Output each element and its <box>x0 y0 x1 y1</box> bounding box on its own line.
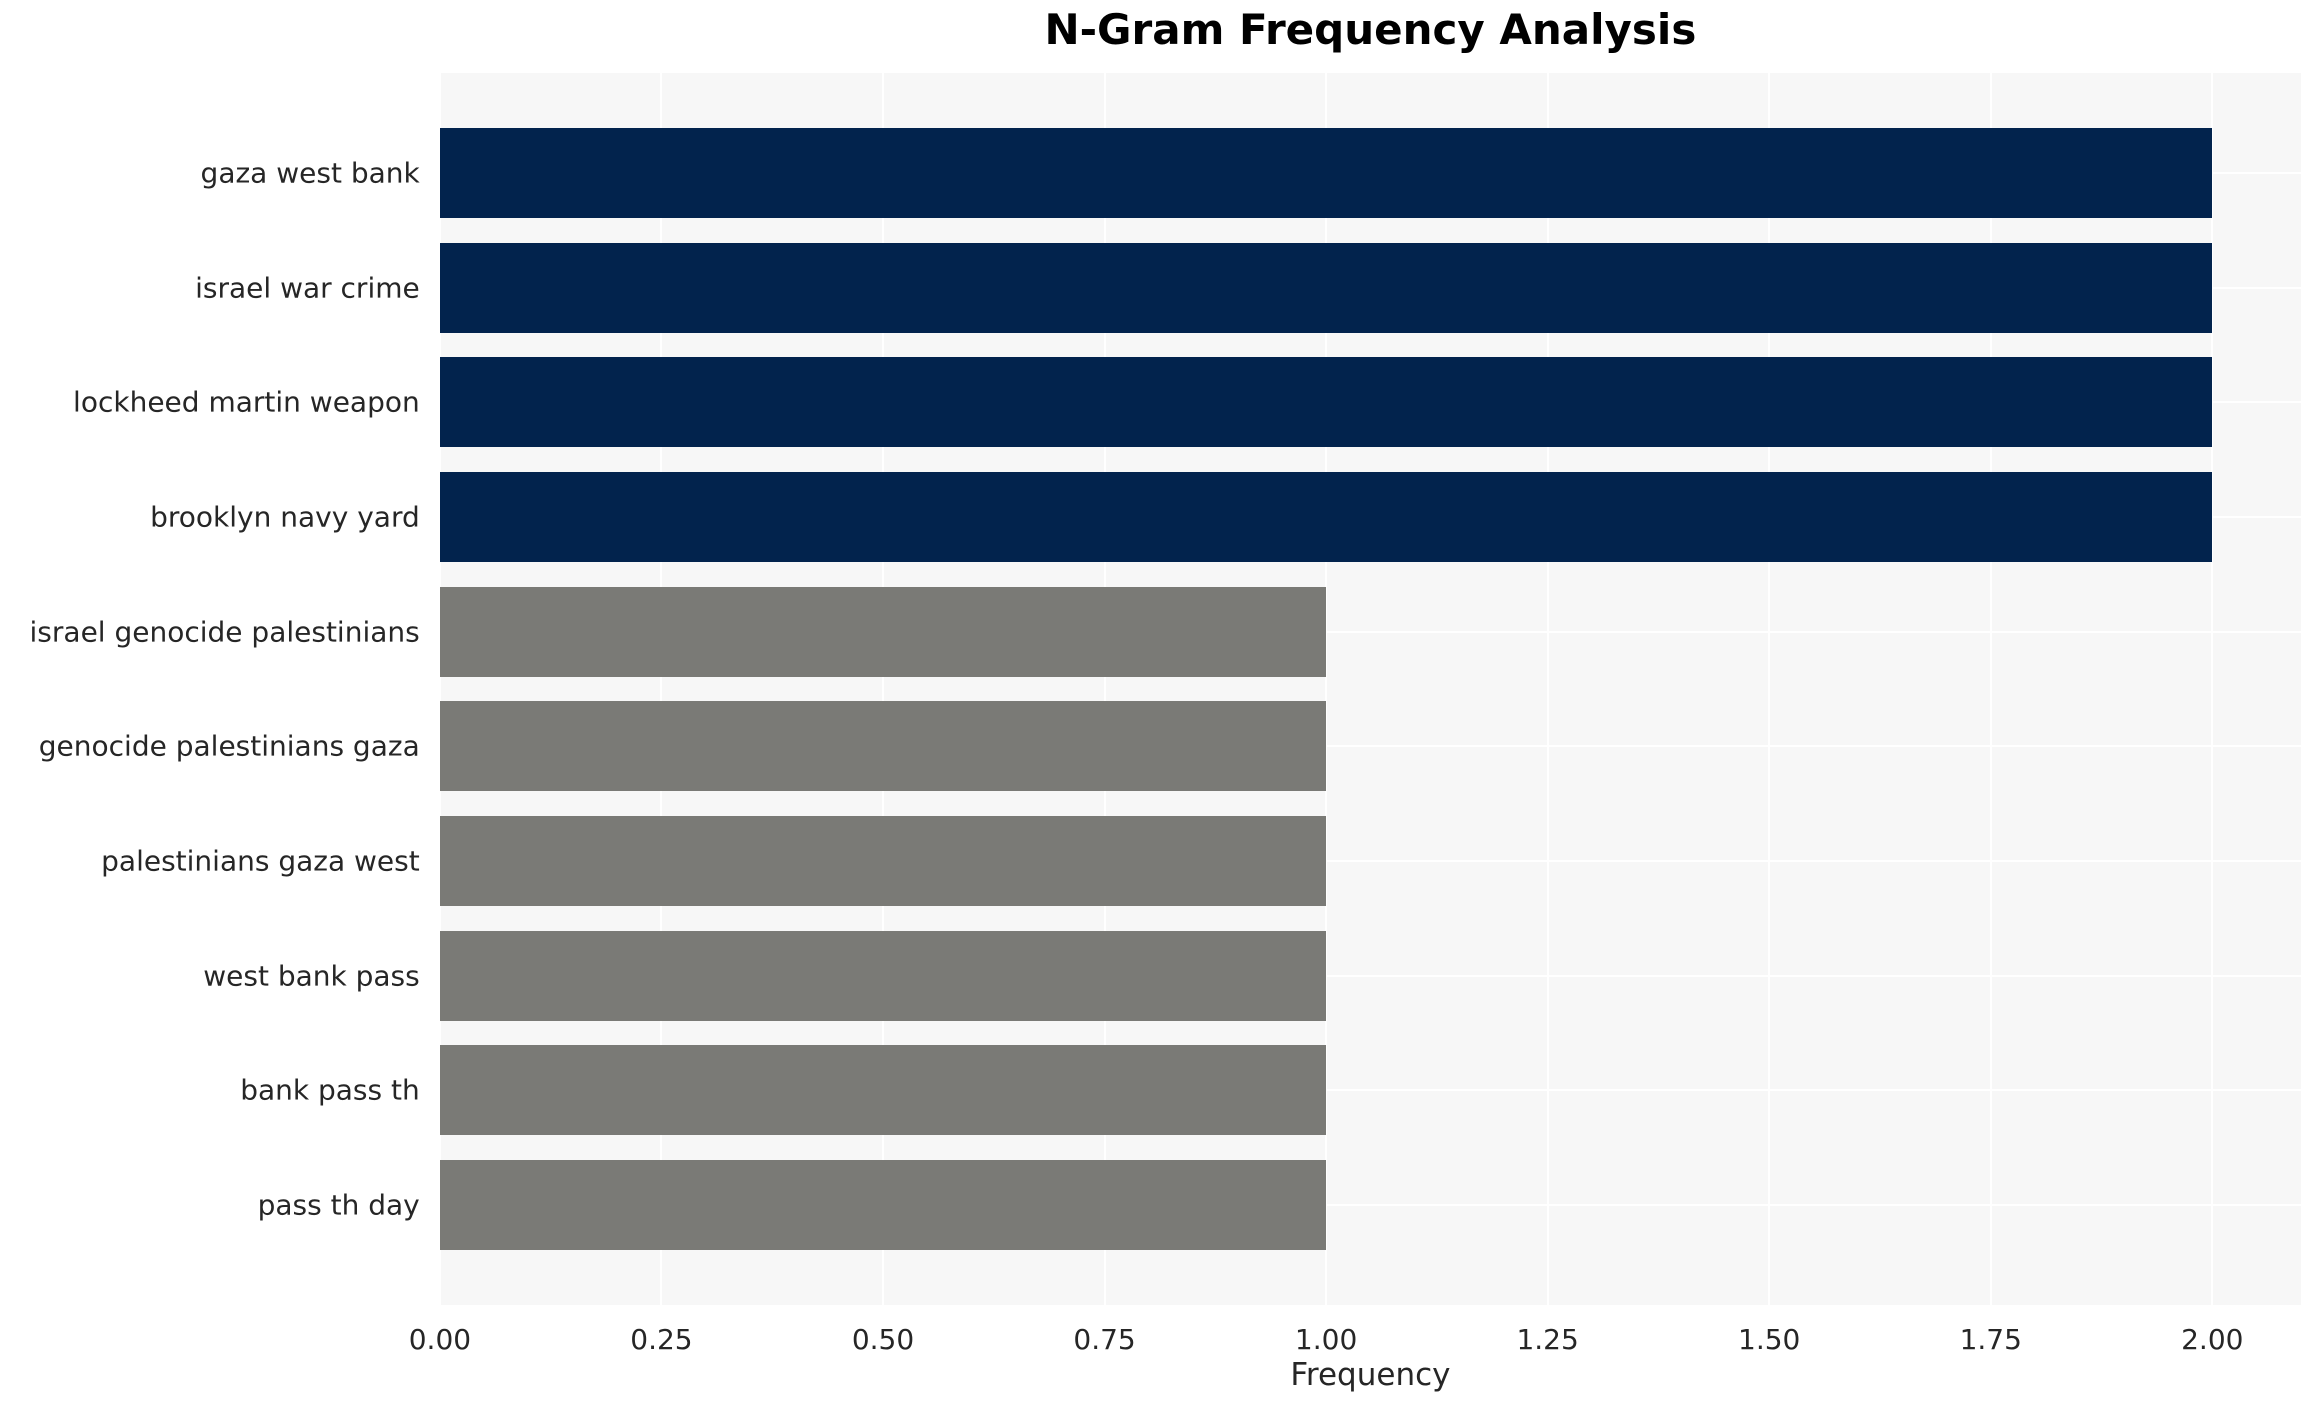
x-gridline <box>881 73 884 1305</box>
x-tick-label: 2.00 <box>2181 1322 2244 1356</box>
bar <box>439 471 2213 562</box>
x-tick-label: 0.25 <box>630 1322 693 1356</box>
y-tick-label: lockheed martin weapon <box>73 385 420 419</box>
bar <box>439 128 2213 218</box>
bar <box>439 586 1327 677</box>
y-tick-label: bank pass th <box>240 1073 420 1107</box>
chart-title: N-Gram Frequency Analysis <box>1044 5 1697 54</box>
y-gridline <box>439 974 2301 977</box>
x-tick-label: 1.75 <box>1959 1322 2022 1356</box>
x-gridline <box>1325 73 1328 1305</box>
y-gridline <box>439 1203 2301 1206</box>
y-tick-label: pass th day <box>257 1188 420 1222</box>
y-gridline <box>439 630 2301 633</box>
x-tick-label: 0.50 <box>851 1322 915 1356</box>
bar <box>439 1045 1327 1136</box>
x-gridline <box>1546 73 1549 1305</box>
y-tick-label: brooklyn navy yard <box>150 500 420 534</box>
bar <box>439 930 1327 1021</box>
x-gridline <box>2211 73 2214 1305</box>
y-gridline <box>439 859 2301 862</box>
x-gridline <box>660 73 663 1305</box>
x-tick-label: 0.00 <box>408 1322 472 1356</box>
y-tick-label: israel war crime <box>195 271 420 305</box>
x-tick-label: 1.50 <box>1738 1322 1801 1356</box>
bar <box>439 357 2213 448</box>
bar <box>439 815 1327 906</box>
y-gridline <box>439 1089 2301 1092</box>
bar <box>439 701 1327 792</box>
x-gridline <box>1989 73 1992 1305</box>
x-tick-label: 1.00 <box>1294 1322 1358 1356</box>
y-tick-label: gaza west bank <box>200 156 420 190</box>
plot-area <box>438 73 2301 1305</box>
x-tick-label: 1.25 <box>1516 1322 1579 1356</box>
bar <box>439 1159 1327 1250</box>
x-gridline <box>1768 73 1771 1305</box>
x-axis-label: Frequency <box>1290 1357 1451 1394</box>
x-gridline <box>438 73 441 1305</box>
y-tick-label: genocide palestinians gaza <box>38 729 420 763</box>
bar <box>439 242 2213 333</box>
y-tick-label: west bank pass <box>203 959 420 993</box>
x-gridline <box>1103 73 1106 1305</box>
y-tick-label: israel genocide palestinians <box>29 615 420 649</box>
y-gridline <box>439 745 2301 748</box>
x-tick-label: 0.75 <box>1073 1322 1136 1356</box>
y-tick-label: palestinians gaza west <box>101 844 420 878</box>
